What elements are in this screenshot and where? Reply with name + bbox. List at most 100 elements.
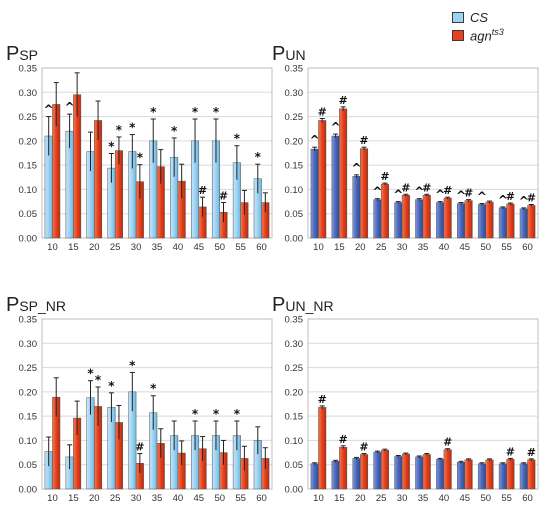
significance-mark: ^ xyxy=(44,103,54,117)
bar-agn xyxy=(506,459,515,490)
significance-mark: * xyxy=(150,382,157,396)
significance-mark: # xyxy=(380,170,389,183)
chart-title-sub: SP_NR xyxy=(19,298,66,314)
significance-mark: ^ xyxy=(331,120,341,134)
x-tick-label: 55 xyxy=(235,493,246,504)
chart-title-main: P xyxy=(272,294,285,316)
chart-panel-3: PSP_NR 0.00 0.05 0.10 0.15 0.20 0.25 0.30 0.35 10… xyxy=(6,294,273,504)
y-tick-label: 0.05 xyxy=(19,460,38,471)
bar-cs xyxy=(331,461,340,490)
significance-mark: ^ xyxy=(456,189,466,203)
x-tick-label: 20 xyxy=(89,242,100,253)
significance-mark: * xyxy=(171,124,178,138)
significance-mark: # xyxy=(198,184,207,197)
x-tick-label: 25 xyxy=(376,242,387,253)
significance-mark: # xyxy=(219,190,228,203)
significance-mark: ^ xyxy=(414,185,424,199)
x-tick-label: 30 xyxy=(397,242,408,253)
bar-agn xyxy=(527,459,536,490)
significance-mark: * xyxy=(213,105,220,119)
significance-mark: # xyxy=(527,446,536,459)
bar-cs xyxy=(477,463,486,490)
bar-cs xyxy=(498,463,507,490)
chart-title: PUN_NR xyxy=(272,294,334,316)
y-tick-label: 0.35 xyxy=(285,64,304,75)
significance-mark: * xyxy=(129,121,136,135)
significance-mark: * xyxy=(213,407,220,421)
x-tick-label: 35 xyxy=(152,242,163,253)
bar-agn xyxy=(339,108,348,239)
y-tick-label: 0.05 xyxy=(19,209,38,220)
y-tick-label: 0.25 xyxy=(285,112,304,123)
y-tick-label: 0.10 xyxy=(285,185,304,196)
x-tick-label: 35 xyxy=(418,493,429,504)
bar-cs xyxy=(457,462,466,490)
x-tick-label: 35 xyxy=(152,493,163,504)
x-tick-label: 55 xyxy=(501,493,512,504)
chart-title-sub: SP xyxy=(19,47,38,63)
x-tick-label: 55 xyxy=(501,242,512,253)
x-tick-label: 40 xyxy=(173,242,184,253)
legend-item-agn: agnts3 xyxy=(452,26,548,44)
chart-title-sub: UN xyxy=(285,47,305,63)
bar-cs xyxy=(457,203,466,239)
significance-mark: * xyxy=(95,373,102,387)
bar-agn xyxy=(464,459,473,490)
significance-mark: # xyxy=(464,187,473,200)
x-tick-label: 45 xyxy=(460,493,471,504)
y-tick-label: 0.35 xyxy=(19,64,38,75)
y-tick-label: 0.30 xyxy=(19,88,38,99)
bar-agn xyxy=(485,459,494,490)
y-tick-label: 0.20 xyxy=(19,136,38,147)
x-tick-label: 20 xyxy=(89,493,100,504)
x-tick-label: 40 xyxy=(173,493,184,504)
legend-label-agn-main: agn xyxy=(470,28,492,44)
x-tick-label: 60 xyxy=(522,493,533,504)
bar-cs xyxy=(352,176,361,239)
bar-cs xyxy=(394,456,403,490)
bar-agn xyxy=(506,203,515,239)
legend-label-agn: agnts3 xyxy=(470,27,504,43)
bar-cs xyxy=(352,458,361,490)
significance-mark: # xyxy=(506,190,515,203)
bar-agn xyxy=(360,454,369,490)
y-tick-label: 0.10 xyxy=(19,436,38,447)
bar-cs xyxy=(310,148,319,239)
x-tick-label: 55 xyxy=(235,242,246,253)
significance-mark: ^ xyxy=(310,133,320,147)
bar-agn xyxy=(401,453,410,490)
chart-title: PSP_NR xyxy=(6,294,66,316)
significance-mark: # xyxy=(318,393,327,406)
significance-mark: ^ xyxy=(498,193,508,207)
bar-cs xyxy=(477,204,486,239)
significance-mark: # xyxy=(339,94,348,107)
chart-title: PSP xyxy=(6,43,38,65)
chart-title-main: P xyxy=(6,294,19,316)
x-tick-label: 40 xyxy=(439,493,450,504)
y-tick-label: 0.35 xyxy=(285,315,304,326)
y-tick-label: 0.15 xyxy=(19,412,38,423)
significance-mark: ^ xyxy=(435,188,445,202)
bar-cs xyxy=(373,451,382,490)
bar-agn xyxy=(443,449,452,490)
bar-agn xyxy=(422,195,431,239)
y-tick-label: 0.35 xyxy=(19,315,38,326)
y-tick-label: 0.00 xyxy=(19,234,38,245)
legend-swatch-cs xyxy=(452,11,464,23)
bar-agn xyxy=(401,195,410,239)
significance-mark: # xyxy=(506,445,515,458)
significance-mark: * xyxy=(255,150,262,164)
x-tick-label: 60 xyxy=(522,242,533,253)
significance-mark: * xyxy=(108,139,115,153)
bar-cs xyxy=(415,456,424,490)
chart-title-main: P xyxy=(272,43,285,65)
x-tick-label: 15 xyxy=(334,493,345,504)
x-tick-label: 60 xyxy=(256,493,267,504)
y-tick-label: 0.25 xyxy=(19,112,38,123)
x-tick-label: 30 xyxy=(131,493,142,504)
significance-mark: * xyxy=(87,367,94,381)
x-tick-label: 25 xyxy=(110,242,121,253)
significance-mark: ^ xyxy=(351,161,361,175)
chart-panel-2: PUN0.000.050.100.150.200.250.300.3510^#1… xyxy=(272,43,539,253)
y-tick-label: 0.00 xyxy=(19,485,38,496)
